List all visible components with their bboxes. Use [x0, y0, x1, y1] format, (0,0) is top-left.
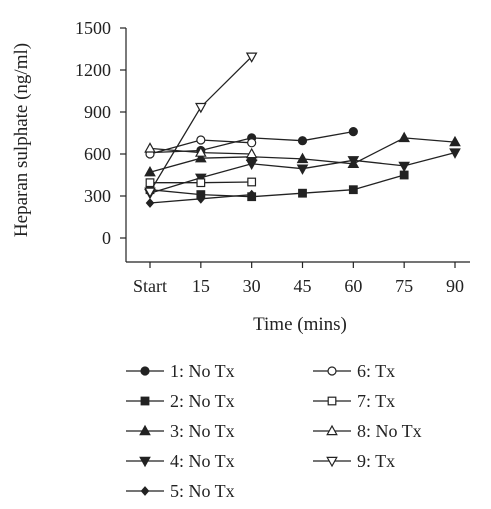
legend-marker	[140, 396, 150, 406]
data-point	[195, 102, 207, 114]
data-point	[449, 148, 461, 159]
legend-item: 9: Tx	[313, 451, 395, 471]
x-ticks: Start 15 30 45 60 75 90	[133, 262, 464, 296]
x-tick-label: 60	[344, 276, 362, 296]
data-point	[196, 178, 206, 188]
legend-item: 5: No Tx	[126, 481, 235, 501]
data-point	[144, 165, 156, 177]
data-point	[196, 135, 206, 145]
series-line	[149, 56, 253, 193]
data-point	[144, 187, 156, 199]
data-point	[399, 170, 409, 180]
data-point	[195, 146, 207, 157]
legend-label: 1: No Tx	[170, 361, 235, 381]
y-tick-label: 1200	[75, 60, 111, 80]
y-tick-label: 600	[84, 144, 111, 164]
y-tick-label: 0	[102, 228, 111, 248]
legend-item: 4: No Tx	[126, 451, 235, 471]
legend-marker	[139, 424, 151, 436]
legend-item: 7: Tx	[313, 391, 395, 411]
data-point	[145, 178, 155, 188]
data-point	[145, 198, 155, 208]
legend-marker	[326, 456, 338, 468]
data-point	[247, 138, 257, 148]
x-tick-label: 15	[192, 276, 210, 296]
legend-label: 2: No Tx	[170, 391, 235, 411]
series-7	[145, 177, 257, 188]
legend-marker	[326, 424, 338, 436]
legend-label: 7: Tx	[357, 391, 395, 411]
data-point	[297, 136, 308, 146]
plot-area	[144, 52, 461, 208]
data-point	[348, 127, 358, 137]
data-point	[247, 177, 257, 187]
y-tick-label: 1500	[75, 18, 111, 38]
data-point	[247, 189, 256, 200]
legend-marker	[140, 366, 150, 376]
series-3	[144, 131, 461, 177]
data-point	[296, 164, 309, 175]
legend-marker	[140, 486, 150, 496]
data-point	[245, 52, 258, 63]
series-2	[145, 170, 409, 202]
legend-item: 3: No Tx	[126, 421, 235, 441]
legend-item: 8: No Tx	[313, 421, 422, 441]
legend-marker	[327, 396, 337, 406]
x-axis-title: Time (mins)	[253, 314, 347, 335]
series-5	[145, 189, 256, 208]
y-axis-title: Heparan sulphate (ng/ml)	[11, 43, 32, 237]
series-8	[144, 142, 258, 159]
data-point	[398, 131, 410, 143]
y-ticks: 0 300 600 900 1200 1500	[75, 18, 126, 248]
legend: 1: No Tx 2: No Tx 3: No Tx 4: No Tx 5: No Tx…	[126, 361, 422, 501]
data-point	[245, 159, 258, 171]
data-point	[296, 152, 309, 164]
data-point	[449, 135, 461, 147]
data-point	[298, 188, 307, 198]
legend-marker	[139, 456, 151, 468]
legend-label: 4: No Tx	[170, 451, 235, 471]
legend-label: 6: Tx	[357, 361, 395, 381]
y-tick-label: 900	[84, 102, 111, 122]
y-tick-label: 300	[84, 186, 111, 206]
legend-label: 5: No Tx	[170, 481, 235, 501]
legend-item: 6: Tx	[313, 361, 395, 381]
data-point	[348, 185, 358, 195]
series-line	[149, 174, 405, 198]
data-point	[245, 147, 258, 159]
x-tick-label: 75	[395, 276, 413, 296]
legend-marker	[327, 366, 337, 376]
legend-label: 8: No Tx	[357, 421, 422, 441]
data-point	[195, 151, 207, 163]
data-point	[196, 193, 206, 204]
data-point	[347, 156, 360, 167]
series-9	[144, 52, 258, 199]
legend-item: 2: No Tx	[126, 391, 235, 411]
legend-label: 9: Tx	[357, 451, 395, 471]
data-point	[144, 142, 156, 153]
chart-axes	[125, 28, 470, 263]
x-tick-label: Start	[133, 276, 167, 296]
legend-label: 3: No Tx	[170, 421, 235, 441]
legend-item: 1: No Tx	[126, 361, 235, 381]
x-tick-label: 90	[446, 276, 464, 296]
data-point	[398, 161, 410, 173]
x-tick-label: 45	[294, 276, 312, 296]
x-tick-label: 30	[243, 276, 261, 296]
